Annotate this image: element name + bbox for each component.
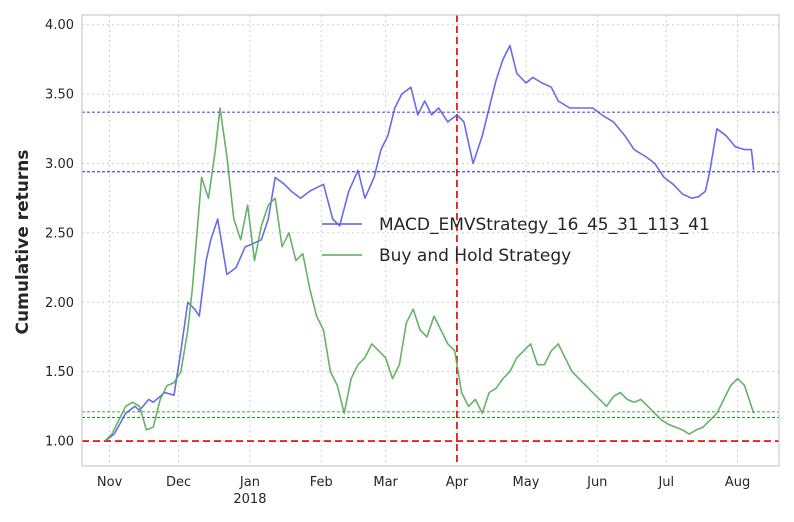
series-line-0: [104, 44, 755, 442]
x-tick-label: Jul: [657, 475, 674, 490]
x-axis-ticks: Nov Dec Jan 2018 Feb Mar Apr May Jun Jul Aug: [97, 475, 750, 507]
y-tick-label: 1.00: [45, 435, 74, 450]
y-tick-label: 2.00: [45, 296, 74, 311]
plot-background: [82, 15, 779, 466]
x-tick-label: Mar: [373, 475, 398, 490]
x-tick-label: Feb: [310, 475, 333, 490]
x-tick-label: Dec: [166, 475, 191, 490]
x-tick-label: Aug: [725, 475, 750, 490]
y-tick-label: 4.00: [45, 18, 74, 33]
x-tick-label: May: [513, 475, 540, 490]
x-tick-label: Jan: [239, 475, 260, 490]
legend: MACD_EMVStrategy_16_45_31_113_41 Buy and …: [322, 215, 710, 266]
y-tick-label: 3.00: [45, 157, 74, 172]
x-tick-label: Apr: [446, 475, 469, 490]
legend-label-0: MACD_EMVStrategy_16_45_31_113_41: [379, 215, 710, 235]
x-tick-label: Nov: [97, 475, 123, 490]
x-tick-label: Jun: [586, 475, 607, 490]
y-tick-label: 1.50: [45, 365, 74, 380]
series-lines: [104, 44, 755, 442]
y-tick-label: 2.50: [45, 226, 74, 241]
x-tick-sublabel: 2018: [233, 492, 266, 507]
legend-label-1: Buy and Hold Strategy: [379, 246, 571, 266]
series-line-1: [104, 107, 755, 442]
y-axis-label: Cumulative returns: [13, 150, 33, 335]
reference-lines: [82, 15, 779, 466]
plot-frame: [81, 14, 780, 467]
y-axis-ticks: 1.00 1.50 2.00 2.50 3.00 3.50 4.00: [45, 18, 74, 449]
y-tick-label: 3.50: [45, 88, 74, 103]
